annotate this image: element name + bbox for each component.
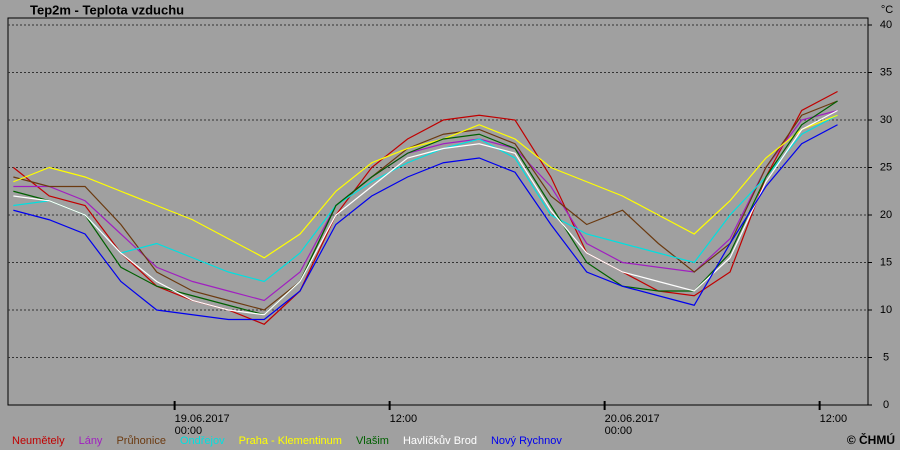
series-line [13,100,838,311]
y-tick-label: 5 [883,351,889,363]
series-line [13,90,838,325]
x-tick-label: 12:00 [819,413,848,425]
y-tick-label: 10 [880,304,892,316]
series-line [13,114,838,259]
y-tick-label: 20 [880,209,892,221]
y-tick-label: 35 [880,66,892,78]
y-tick-label: 30 [880,114,892,126]
legend-entry: Lány [79,435,103,447]
legend-entry: Neumětely [12,435,65,447]
credit: © ČHMÚ [847,432,895,447]
legend-entry: Praha - Klementinum [239,435,342,447]
chart-title: Tep2m - Teplota vzduchu [30,2,184,17]
y-tick-label: 25 [880,161,892,173]
x-tick-label: 12:00 [389,413,418,425]
series-line [13,109,838,302]
x-tick-label: 19.06.2017 00:00 [174,413,230,437]
series-line [13,124,838,321]
legend-entry: Nový Rychnov [491,435,562,447]
y-unit: °C [881,4,893,16]
series-line [13,114,838,283]
y-tick-label: 15 [880,256,892,268]
legend-entry: Ondřejov [180,435,225,447]
x-tick-label: 20.06.2017 00:00 [604,413,660,437]
legend-entry: Vlašim [356,435,389,447]
series-line [13,109,838,316]
legend-entry: Havlíčkův Brod [403,435,477,447]
plot-frame [7,17,869,406]
legend-entry: Průhonice [116,435,166,447]
y-tick-label: 40 [880,19,892,31]
y-tick-label: 0 [883,399,889,411]
